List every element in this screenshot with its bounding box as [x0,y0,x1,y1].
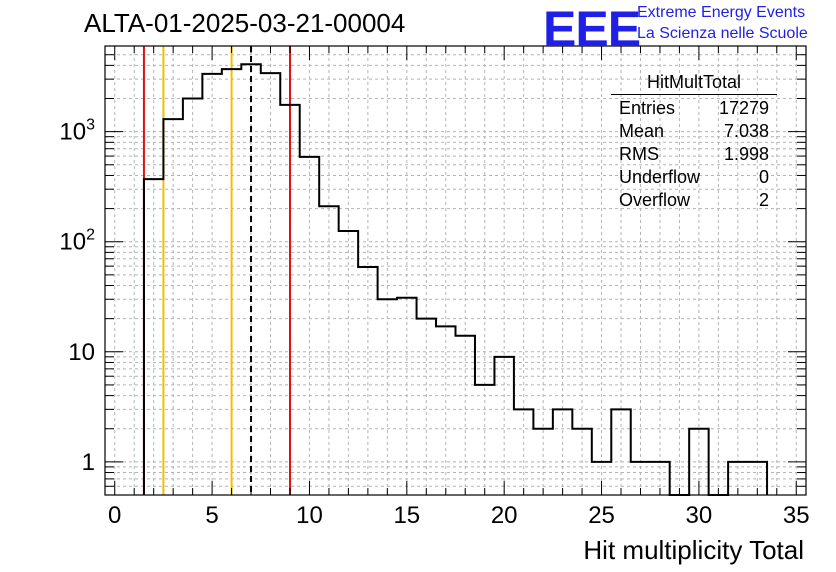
histogram-bin [475,385,494,495]
histogram-bin [514,409,533,495]
y-tick-label: 103 [59,117,95,146]
stats-title: HitMultTotal [611,72,777,95]
histogram-bin [611,409,630,495]
histogram-bin [319,206,338,495]
histogram-bin [261,73,280,495]
logo-line-1: Extreme Energy Events [637,4,806,21]
y-tick-label: 10 [68,339,95,366]
histogram-bin [572,429,591,495]
histogram-bin [456,336,475,495]
x-tick-label: 30 [686,502,713,529]
x-tick-label: 35 [783,502,810,529]
stats-row-entries: Entries 17279 [611,97,777,120]
stats-row-mean: Mean 7.038 [611,120,777,143]
y-tick-label: 102 [59,227,95,256]
histogram-bin [417,319,436,495]
stats-label: Mean [619,121,665,141]
stats-box: HitMultTotal Entries 17279 Mean 7.038 RM… [611,72,777,212]
histogram-bin [378,299,397,495]
stats-value: 7.038 [723,121,769,141]
stats-label: Overflow [619,190,691,210]
histogram-bin [222,69,241,495]
histogram-bin [533,429,552,495]
x-tick-label: 15 [393,502,420,529]
histogram-bin [553,409,572,495]
histogram-bin [144,179,163,495]
chart-title: ALTA-01-2025-03-21-00004 [84,8,406,38]
histogram-bin [339,231,358,495]
histogram-bin [494,357,513,495]
stats-row-rms: RMS 1.998 [611,143,777,166]
plot-frame [104,45,807,496]
histogram-bin [202,74,221,495]
histogram-bin [397,298,416,495]
x-tick-label: 5 [205,502,218,529]
x-tick-label: 10 [296,502,323,529]
stats-value: 1.998 [723,144,769,164]
eee-logo: EEE [543,1,641,57]
x-tick-label: 25 [588,502,615,529]
y-tick-label: 1 [82,449,95,476]
histogram-bin [280,105,299,495]
stats-value: 0 [758,167,769,187]
stats-value: 17279 [718,98,769,118]
histogram-bin [300,157,319,495]
stats-value: 2 [758,190,769,210]
stats-label: Entries [619,98,676,118]
x-tick-label: 0 [108,502,121,529]
stats-row-overflow: Overflow 2 [611,189,777,212]
histogram-bin [163,119,182,495]
histogram-bin [241,64,260,495]
x-tick-label: 20 [491,502,518,529]
histogram-bin [436,326,455,495]
stats-label: Underflow [619,167,701,187]
stats-label: RMS [619,144,659,164]
stats-row-underflow: Underflow 0 [611,166,777,189]
histogram-outline [142,63,769,496]
x-axis-label: Hit multiplicity Total [583,535,804,565]
histogram-bin [358,267,377,495]
histogram-bin [183,99,202,495]
logo-line-2: La Scienza nelle Scuole [637,25,808,42]
